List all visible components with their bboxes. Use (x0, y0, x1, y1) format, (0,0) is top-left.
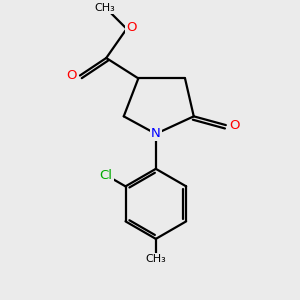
Text: N: N (151, 127, 161, 140)
Text: CH₃: CH₃ (146, 254, 166, 264)
Text: O: O (229, 118, 239, 132)
Text: Cl: Cl (100, 169, 113, 182)
Text: O: O (126, 21, 136, 34)
Text: CH₃: CH₃ (94, 3, 115, 14)
Text: O: O (67, 69, 77, 82)
